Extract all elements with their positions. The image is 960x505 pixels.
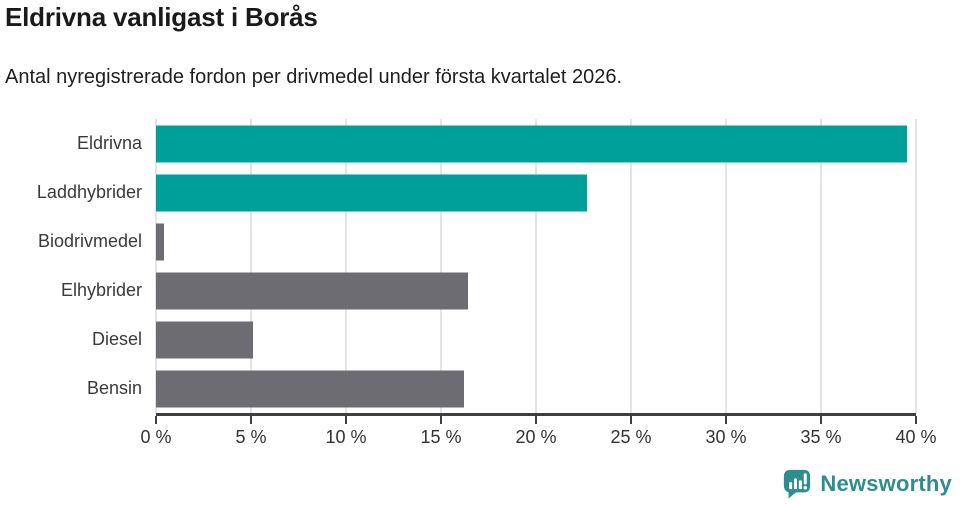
gridline xyxy=(345,119,347,413)
x-axis-tick xyxy=(725,416,727,424)
newsworthy-logo-icon xyxy=(784,469,811,499)
category-label: Eldrivna xyxy=(76,133,142,153)
gridline xyxy=(535,119,537,413)
x-axis-tick-label: 20 % xyxy=(515,427,557,447)
bar-track xyxy=(156,364,916,413)
bar-track xyxy=(156,119,916,168)
x-axis-tick xyxy=(915,416,917,424)
x-axis-tick-label: 0 % xyxy=(140,427,172,447)
x-axis-tick xyxy=(535,416,537,424)
gridline xyxy=(915,119,917,413)
gridline xyxy=(630,119,632,413)
x-axis-tick-label: 15 % xyxy=(420,427,462,447)
gridline xyxy=(440,119,442,413)
chart-subtitle: Antal nyregistrerade fordon per drivmede… xyxy=(5,66,623,88)
x-axis: 0 % 5 % 10 % 15 % 20 % 25 % 30 % 35 % 40 % xyxy=(140,413,937,466)
x-axis-tick-label: 5 % xyxy=(235,427,267,447)
chart-row: Biodrivmedel xyxy=(0,217,916,266)
chart-row: Eldrivna xyxy=(0,119,916,168)
bar-diesel xyxy=(156,321,253,358)
chart-row: Bensin xyxy=(0,364,916,413)
x-axis-tick xyxy=(820,416,822,424)
bar-track xyxy=(156,315,916,364)
category-label: Elhybrider xyxy=(60,280,142,300)
bar-track xyxy=(156,266,916,315)
gridline xyxy=(155,119,157,413)
chart-row: Elhybrider xyxy=(0,266,916,315)
newsworthy-branding: Newsworthy xyxy=(782,468,952,499)
category-label: Biodrivmedel xyxy=(37,231,142,251)
bar-bensin xyxy=(156,370,464,407)
bar-laddhybrider xyxy=(156,174,588,211)
x-axis-tick-label: 35 % xyxy=(800,427,842,447)
gridline xyxy=(725,119,727,413)
x-axis-tick-label: 25 % xyxy=(610,427,652,447)
chart-row: Diesel xyxy=(0,315,916,364)
x-axis-tick xyxy=(440,416,442,424)
category-label: Bensin xyxy=(86,378,142,398)
bar-track xyxy=(156,217,916,266)
chart-row: Laddhybrider xyxy=(0,168,916,217)
bar-chart: Eldrivna Laddhybrider Biodrivmedel Elhybrid… xyxy=(0,119,937,447)
bar-track xyxy=(156,168,916,217)
gridlines xyxy=(155,119,917,413)
gridline xyxy=(820,119,822,413)
gridline xyxy=(250,119,252,413)
chart-rows: Eldrivna Laddhybrider Biodrivmedel Elhybrid… xyxy=(0,119,916,413)
newsworthy-logo-text: Newsworthy xyxy=(820,470,952,496)
bar-elhybrider xyxy=(156,272,468,309)
x-axis-tick xyxy=(630,416,632,424)
category-label: Diesel xyxy=(91,329,142,349)
x-axis-tick xyxy=(250,416,252,424)
x-axis-tick xyxy=(345,416,347,424)
bar-eldrivna xyxy=(156,125,907,162)
x-axis-tick xyxy=(155,416,157,424)
x-axis-tick-label: 10 % xyxy=(325,427,367,447)
chart-title: Eldrivna vanligast i Borås xyxy=(5,2,318,32)
x-axis-tick-label: 40 % xyxy=(895,427,937,447)
category-label: Laddhybrider xyxy=(36,182,142,202)
bar-biodrivmedel xyxy=(156,223,164,260)
x-axis-tick-label: 30 % xyxy=(705,427,747,447)
